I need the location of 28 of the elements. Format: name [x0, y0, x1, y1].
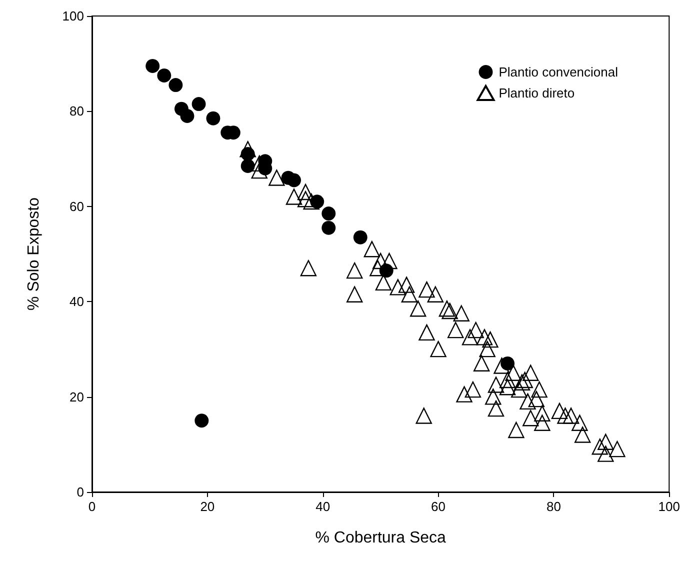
y-axis-title: % Solo Exposto: [26, 197, 42, 310]
y-tick-label: 100: [62, 8, 84, 24]
x-tick-label: 100: [658, 499, 680, 514]
point: [157, 68, 172, 82]
point: [168, 78, 183, 92]
x-axis-title: % Cobertura Seca: [315, 530, 446, 546]
point: [353, 230, 368, 244]
y-tick-label: 60: [70, 198, 84, 214]
x-tick-label: 40: [316, 499, 330, 514]
point: [192, 97, 206, 112]
point: [180, 108, 194, 123]
y-tick-label: 40: [70, 294, 84, 310]
point: [146, 58, 160, 73]
point: [206, 111, 220, 126]
point: [322, 220, 336, 235]
point: [240, 158, 255, 173]
point: [194, 414, 209, 428]
y-tick-label: 80: [70, 104, 84, 119]
y-tick-label: 0: [76, 484, 84, 500]
x-tick-label: 20: [200, 499, 215, 514]
x-tick-label: 0: [88, 499, 96, 514]
legend-label: Plantio direto: [498, 86, 575, 100]
x-tick-label: 80: [546, 499, 561, 514]
point: [287, 173, 302, 188]
point: [322, 206, 336, 221]
x-tick-label: 60: [431, 499, 446, 514]
y-tick-label: 20: [70, 389, 84, 404]
legend-label: Plantio convencional: [498, 64, 618, 80]
